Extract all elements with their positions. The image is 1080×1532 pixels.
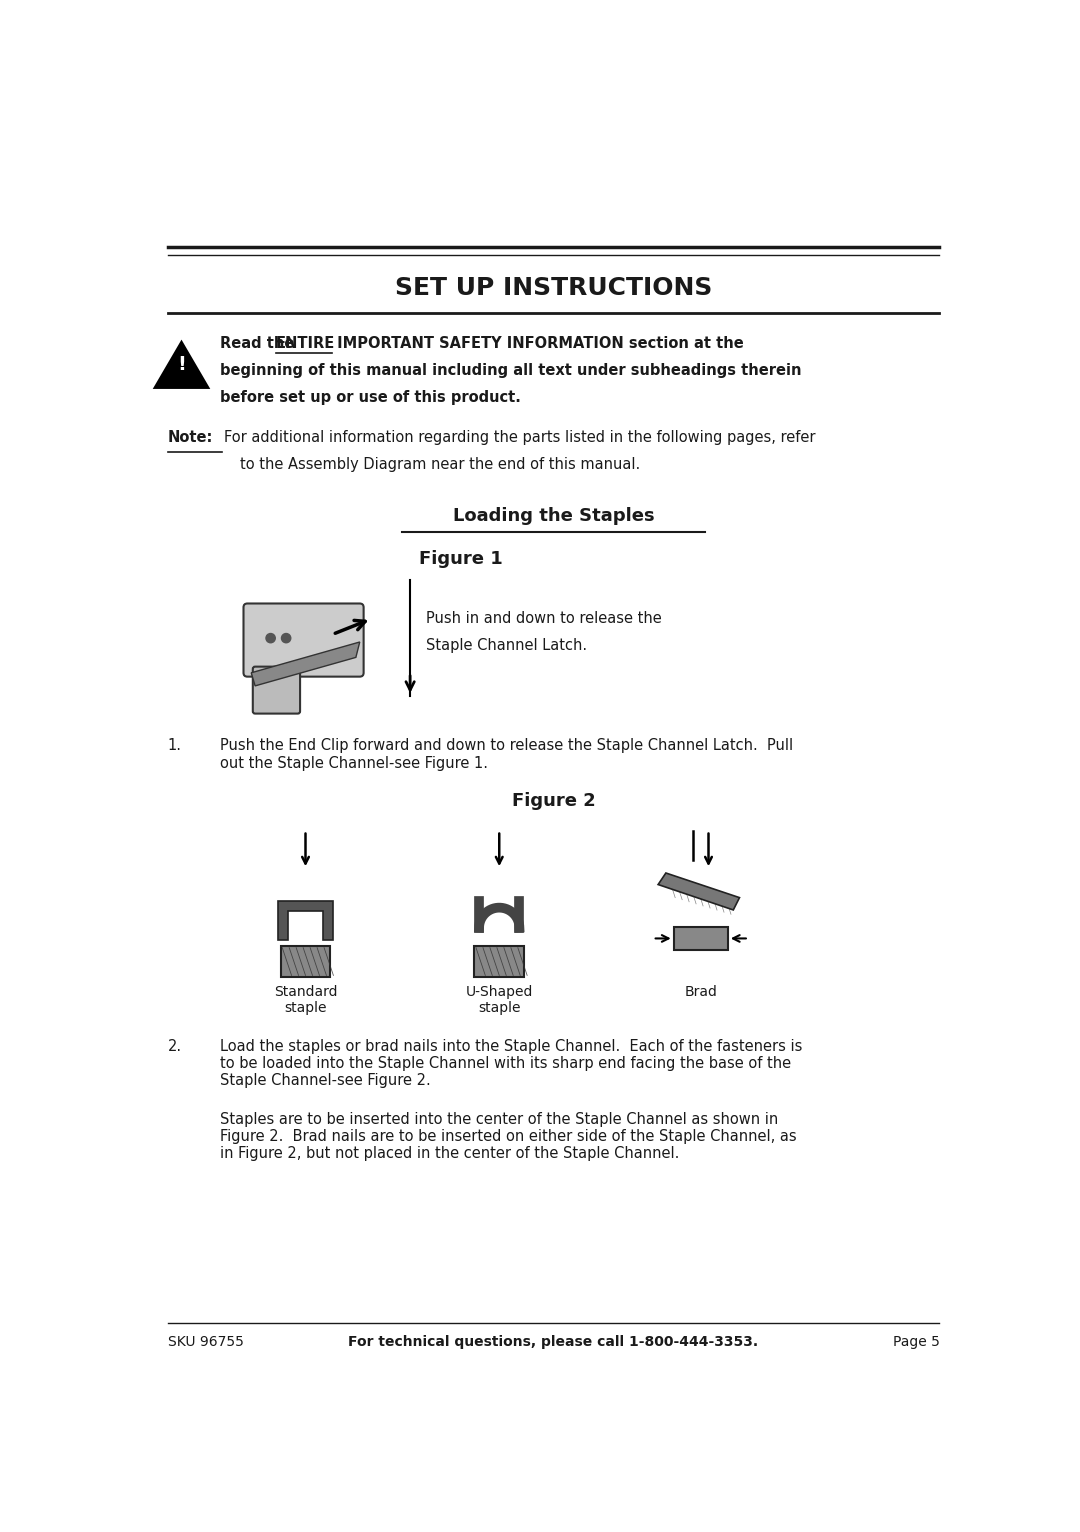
Text: to the Assembly Diagram near the end of this manual.: to the Assembly Diagram near the end of … <box>240 457 639 472</box>
Text: Note:: Note: <box>167 430 213 446</box>
Text: U-Shaped
staple: U-Shaped staple <box>465 985 532 1014</box>
Text: Brad: Brad <box>685 985 717 999</box>
Text: SKU 96755: SKU 96755 <box>167 1334 243 1350</box>
Text: ENTIRE: ENTIRE <box>276 337 335 351</box>
Text: Staples are to be inserted into the center of the Staple Channel as shown in
Fig: Staples are to be inserted into the cent… <box>220 1112 797 1161</box>
Text: For technical questions, please call 1-800-444-3353.: For technical questions, please call 1-8… <box>349 1334 758 1350</box>
Text: IMPORTANT SAFETY INFORMATION section at the: IMPORTANT SAFETY INFORMATION section at … <box>332 337 744 351</box>
Text: For additional information regarding the parts listed in the following pages, re: For additional information regarding the… <box>225 430 815 446</box>
Polygon shape <box>154 342 208 388</box>
Bar <box>474 947 524 977</box>
Text: before set up or use of this product.: before set up or use of this product. <box>220 391 522 404</box>
Text: Load the staples or brad nails into the Staple Channel.  Each of the fasteners i: Load the staples or brad nails into the … <box>220 1039 802 1088</box>
Text: Figure 2: Figure 2 <box>512 792 595 810</box>
Polygon shape <box>658 873 740 910</box>
Circle shape <box>266 634 275 643</box>
Text: Figure 1: Figure 1 <box>419 550 502 567</box>
Text: Read the: Read the <box>220 337 300 351</box>
Text: SET UP INSTRUCTIONS: SET UP INSTRUCTIONS <box>395 276 712 300</box>
Text: 2.: 2. <box>167 1039 181 1054</box>
Text: Staple Channel Latch.: Staple Channel Latch. <box>426 639 586 653</box>
FancyBboxPatch shape <box>253 666 300 714</box>
Bar <box>674 927 728 950</box>
Text: beginning of this manual including all text under subheadings therein: beginning of this manual including all t… <box>220 363 801 378</box>
Bar <box>281 947 330 977</box>
Text: 1.: 1. <box>167 738 181 754</box>
Text: Page 5: Page 5 <box>892 1334 940 1350</box>
Text: Push the End Clip forward and down to release the Staple Channel Latch.  Pull
ou: Push the End Clip forward and down to re… <box>220 738 794 771</box>
Text: Loading the Staples: Loading the Staples <box>453 507 654 525</box>
Text: !: ! <box>177 355 186 374</box>
Text: Standard
staple: Standard staple <box>273 985 337 1014</box>
Polygon shape <box>252 642 360 686</box>
Circle shape <box>282 634 291 643</box>
Polygon shape <box>279 901 333 941</box>
Text: Push in and down to release the: Push in and down to release the <box>426 611 661 627</box>
FancyBboxPatch shape <box>243 604 364 677</box>
